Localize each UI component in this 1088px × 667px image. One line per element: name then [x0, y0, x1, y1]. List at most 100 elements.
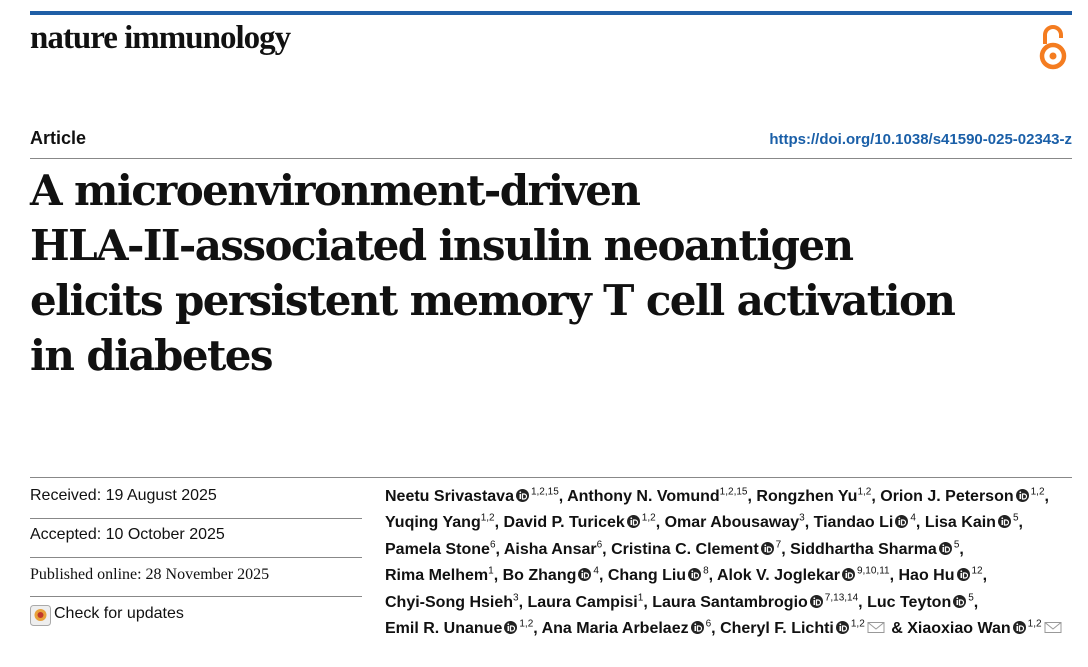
orcid-icon[interactable] [835, 617, 849, 642]
orcid-icon[interactable] [515, 485, 529, 510]
affiliation: 6 [705, 618, 712, 630]
affiliation: 8 [703, 565, 709, 577]
author-name[interactable]: Xiaoxiao Wan [907, 620, 1011, 638]
divider [30, 518, 362, 519]
orcid-icon[interactable] [956, 564, 970, 589]
orcid-icon[interactable] [626, 511, 640, 536]
separator: , [871, 488, 876, 505]
orcid-icon[interactable] [504, 617, 518, 642]
author-name[interactable]: Neetu Srivastava [385, 488, 514, 505]
author-name[interactable]: Laura Campisi [527, 593, 638, 611]
separator: , [858, 593, 863, 611]
orcid-icon[interactable] [953, 591, 967, 616]
separator: , [711, 620, 716, 638]
author-name[interactable]: Hao Hu [898, 567, 955, 585]
author-name[interactable]: Orion J. Peterson [880, 488, 1014, 505]
separator: , [747, 488, 752, 505]
author: Rongzhen Yu1,2, [756, 486, 876, 505]
author-name[interactable]: Aisha Ansar [503, 540, 597, 558]
affiliation: 4 [910, 513, 916, 525]
affiliation: 1 [488, 565, 494, 577]
affiliation: 1,2,15 [530, 486, 559, 498]
email-icon[interactable] [867, 617, 885, 642]
separator: , [598, 567, 604, 585]
affiliation: 1,2 [857, 486, 872, 498]
separator: , [982, 567, 988, 585]
author: Siddhartha Sharma 5, [790, 540, 964, 558]
orcid-icon[interactable] [578, 564, 592, 589]
orcid-icon[interactable] [938, 538, 952, 563]
author-name[interactable]: Bo Zhang [502, 567, 577, 585]
author: Rima Melhem1, [385, 565, 498, 585]
title-line: elicits persistent memory T cell activat… [30, 276, 956, 325]
author: Chyi-Song Hsieh3, [385, 593, 523, 611]
doi-link[interactable]: https://doi.org/10.1038/s41590-025-02343… [769, 131, 1072, 148]
orcid-icon[interactable] [760, 538, 774, 563]
separator: , [889, 567, 895, 585]
affiliation: 1 [637, 592, 644, 604]
separator: , [915, 514, 921, 532]
author: Laura Santambrogio 7,13,14, [652, 593, 863, 611]
affiliation: 4 [593, 565, 599, 577]
author-name[interactable]: Chang Liu [607, 567, 687, 585]
orcid-icon[interactable] [841, 564, 855, 589]
author-name[interactable]: Anthony N. Vomund [567, 488, 720, 505]
received-date: Received: 19 August 2025 [30, 487, 217, 504]
author: Emil R. Unanue 1,2, [385, 618, 538, 638]
title-line: in diabetes [30, 331, 274, 380]
journal-logo[interactable]: nature immunology [30, 20, 291, 56]
email-icon[interactable] [1044, 617, 1062, 642]
author: Lisa Kain 5, [924, 514, 1023, 532]
author-name[interactable]: Siddhartha Sharma [790, 540, 937, 558]
orcid-icon[interactable] [1015, 485, 1029, 510]
author: Cheryl F. Lichti 1,2 [720, 619, 887, 638]
author-name[interactable]: Chyi-Song Hsieh [385, 593, 514, 611]
title-line: HLA-II-associated insulin neoantigen [30, 221, 854, 270]
author-name[interactable]: Emil R. Unanue [385, 620, 503, 638]
author-name[interactable]: Pamela Stone [385, 540, 490, 558]
separator: , [973, 593, 979, 611]
author-name[interactable]: Alok V. Joglekar [716, 567, 840, 585]
separator: , [1044, 488, 1049, 505]
title-line: A microenvironment-driven [30, 166, 641, 215]
orcid-icon[interactable] [1012, 617, 1026, 642]
check-updates[interactable]: Check for updates [54, 605, 184, 622]
author: Neetu Srivastava 1,2,15, [385, 486, 564, 505]
published-date: Published online: 28 November 2025 [30, 566, 270, 583]
orcid-icon[interactable] [895, 511, 909, 536]
orcid-icon[interactable] [688, 564, 702, 589]
separator: , [558, 488, 564, 505]
author: Luc Teyton 5, [867, 593, 979, 611]
author: Hao Hu 12, [898, 566, 988, 585]
author-name[interactable]: Yuqing Yang [385, 514, 481, 532]
author: Pamela Stone6, [385, 540, 500, 558]
author-name[interactable]: David P. Turicek [503, 514, 625, 532]
orcid-icon[interactable] [997, 511, 1011, 536]
orcid-icon[interactable] [690, 617, 704, 642]
open-access-icon [1039, 25, 1067, 70]
author-name[interactable]: Luc Teyton [867, 593, 952, 611]
author-name[interactable]: Tiandao Li [813, 514, 894, 532]
accepted-date: Accepted: 10 October 2025 [30, 526, 225, 543]
author: Aisha Ansar6, [503, 540, 607, 558]
author: David P. Turicek 1,2, [503, 514, 661, 532]
author-name[interactable]: Cheryl F. Lichti [720, 620, 834, 638]
author: Alok V. Joglekar 9,10,11, [716, 566, 895, 585]
author-name[interactable]: Cristina C. Clement [611, 540, 759, 558]
author-name[interactable]: Rongzhen Yu [756, 488, 858, 505]
author: Ana Maria Arbelaez 6, [541, 618, 716, 638]
separator: , [495, 540, 500, 558]
orcid-icon[interactable] [809, 591, 823, 616]
author-name[interactable]: Lisa Kain [924, 514, 996, 532]
affiliation: 1,2 [519, 618, 534, 630]
separator: , [533, 620, 538, 638]
separator: , [1018, 514, 1023, 532]
author-name[interactable]: Laura Santambrogio [652, 593, 808, 611]
author: Chang Liu 8, [607, 565, 713, 585]
author-name[interactable]: Rima Melhem [385, 567, 489, 585]
author-name[interactable]: Ana Maria Arbelaez [541, 620, 689, 638]
divider [30, 158, 1072, 159]
author-name[interactable]: Omar Abousaway [664, 514, 800, 532]
author: Xiaoxiao Wan 1,2 [907, 619, 1063, 638]
